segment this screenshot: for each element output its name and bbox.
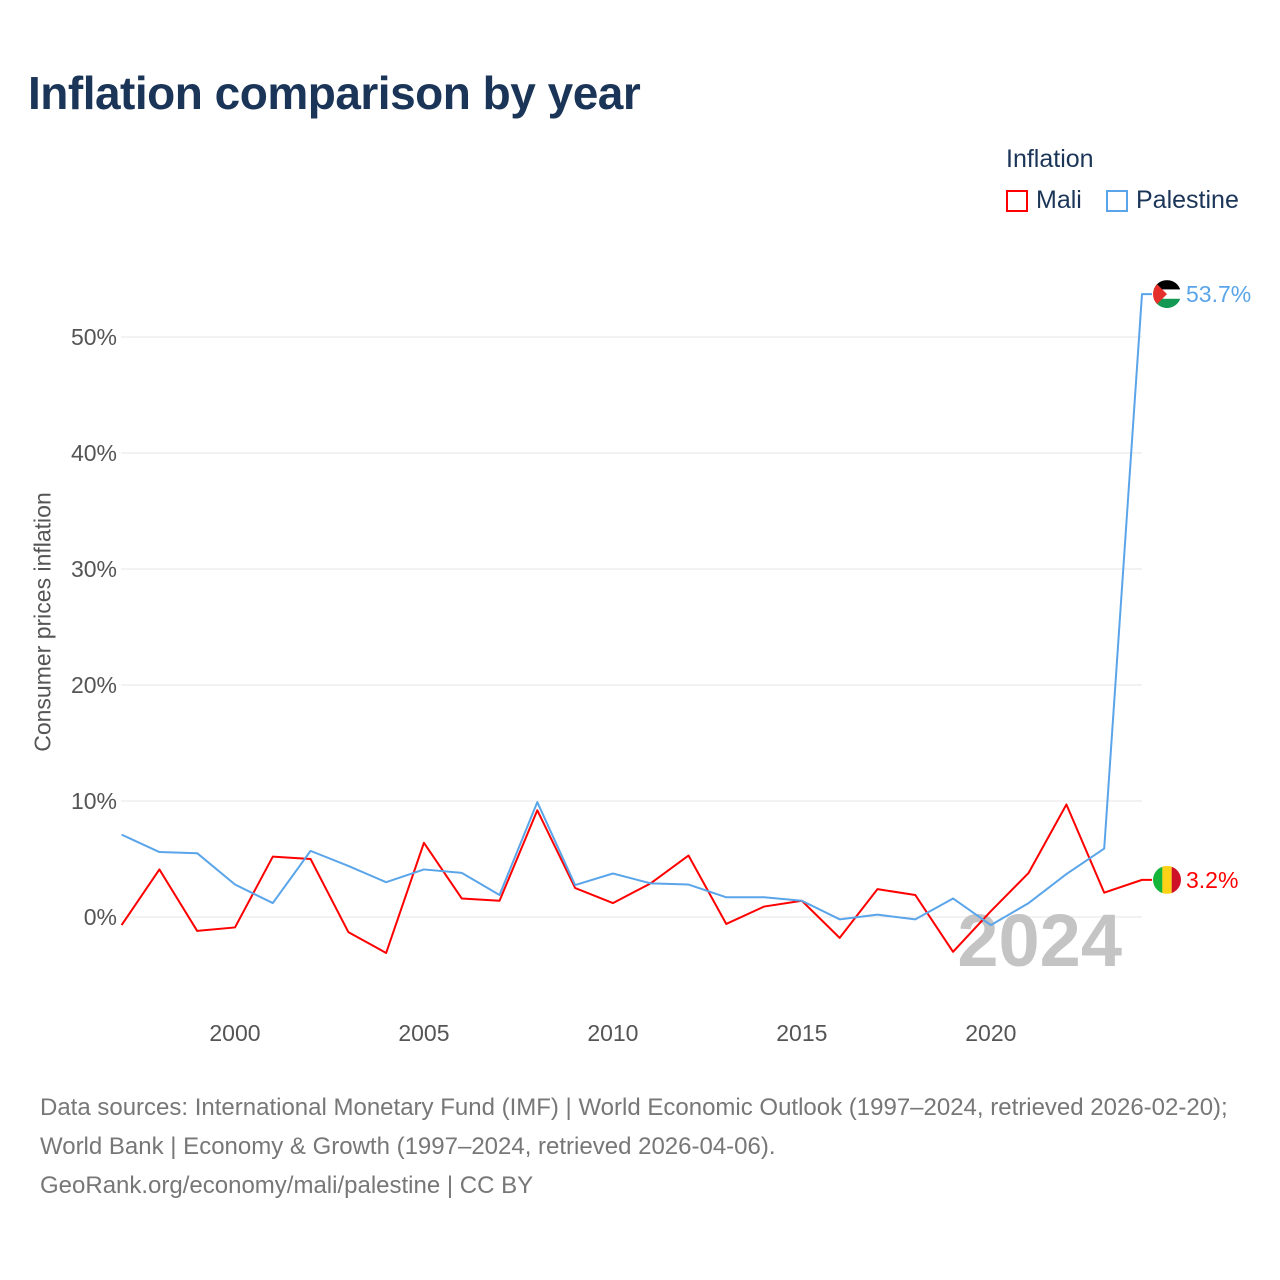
flag-stripe [1171,865,1181,894]
legend-title: Inflation [1006,145,1094,173]
y-tick-label: 40% [71,440,117,466]
flag-stripe [1153,298,1181,309]
legend-swatch-palestine [1106,189,1128,212]
flag-stripe [1153,865,1163,894]
x-tick-label: 2020 [965,1020,1016,1046]
x-tick-label: 2015 [776,1020,827,1046]
year-watermark: 2024 [957,899,1122,982]
x-tick-label: 2005 [398,1020,449,1046]
flag-stripe [1153,280,1181,290]
end-labels: 3.2% 53.7% [1153,280,1251,894]
chart-title: Inflation comparison by year [28,67,641,119]
legend-label: Palestine [1136,186,1239,214]
flag-stripe [1162,865,1172,894]
legend-label: Mali [1036,186,1082,214]
legend-item-palestine[interactable]: Palestine [1106,186,1239,215]
x-ticks: 2000 2005 2010 2015 2020 [209,1020,1016,1046]
y-tick-label: 0% [84,904,117,930]
source-note: Data sources: International Monetary Fun… [40,1088,1250,1205]
line-chart: 0% 10% 20% 30% 40% 50% 2000 2005 2010 2015 2020 2… [71,280,1251,1046]
gridlines [121,336,1142,918]
x-tick-label: 2010 [587,1020,638,1046]
series-lines [120,293,1152,954]
flag-stripe [1153,289,1181,299]
y-tick-label: 10% [71,788,117,814]
y-tick-label: 30% [71,556,117,582]
source-line-2[interactable]: GeoRank.org/economy/mali/palestine | CC … [40,1172,534,1199]
legend-item-mali[interactable]: Mali [1006,186,1082,215]
legend-swatch-mali [1006,189,1028,212]
y-tick-label: 20% [71,672,117,698]
flag-triangle [1153,280,1167,309]
x-tick-label: 2000 [209,1020,260,1046]
source-line-1: Data sources: International Monetary Fun… [40,1094,1228,1160]
series-line-palestine [121,293,1152,927]
flag-icon-palestine [1153,280,1181,309]
end-value-label-palestine: 53.7% [1186,281,1251,307]
flag-icon-mali [1153,865,1181,894]
y-ticks: 0% 10% 20% 30% 40% 50% [71,324,117,930]
y-tick-label: 50% [71,324,117,350]
end-value-label-mali: 3.2% [1186,867,1238,893]
